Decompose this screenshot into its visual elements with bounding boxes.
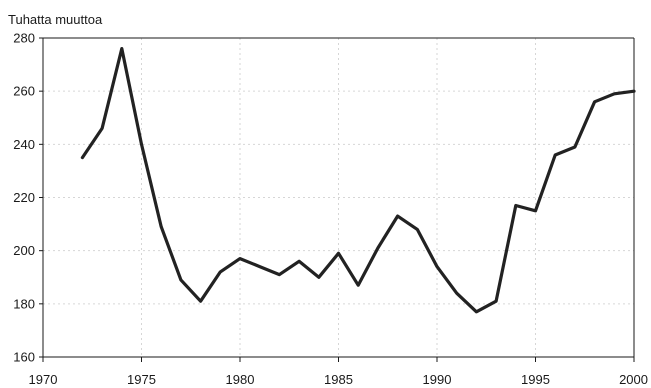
data-point-1976 bbox=[160, 225, 163, 228]
data-point-1986 bbox=[357, 284, 360, 287]
data-point-1991 bbox=[455, 292, 458, 295]
data-point-1994 bbox=[514, 204, 517, 207]
x-tick-label-1990: 1990 bbox=[423, 372, 452, 387]
data-point-1982 bbox=[278, 273, 281, 276]
y-tick-label-220: 220 bbox=[13, 190, 35, 205]
data-point-1974 bbox=[120, 47, 123, 50]
data-point-1990 bbox=[435, 265, 438, 268]
x-tick-label-1995: 1995 bbox=[521, 372, 550, 387]
data-point-1993 bbox=[495, 300, 498, 303]
y-tick-label-240: 240 bbox=[13, 137, 35, 152]
gridlines bbox=[43, 38, 634, 357]
data-point-1979 bbox=[219, 270, 222, 273]
data-point-1997 bbox=[573, 145, 576, 148]
y-axis: 160 180 200 220 240 260 280 bbox=[13, 31, 43, 365]
data-point-1985 bbox=[337, 252, 340, 255]
data-point-1989 bbox=[416, 228, 419, 231]
x-tick-label-1980: 1980 bbox=[226, 372, 255, 387]
data-point-1988 bbox=[396, 215, 399, 218]
data-point-1973 bbox=[101, 127, 104, 130]
x-tick-label-1975: 1975 bbox=[127, 372, 156, 387]
y-axis-unit-label: Tuhatta muuttoa bbox=[8, 12, 103, 27]
series-line-0 bbox=[80, 46, 636, 314]
data-point-1992 bbox=[475, 310, 478, 313]
x-tick-label-1970: 1970 bbox=[29, 372, 58, 387]
data-point-1972 bbox=[81, 156, 84, 159]
data-point-1975 bbox=[140, 143, 143, 146]
series-group bbox=[80, 46, 636, 314]
x-tick-label-1985: 1985 bbox=[324, 372, 353, 387]
data-point-1995 bbox=[534, 209, 537, 212]
data-point-1977 bbox=[179, 278, 182, 281]
data-point-1987 bbox=[376, 246, 379, 249]
y-tick-label-160: 160 bbox=[13, 350, 35, 365]
x-axis: 1970 1975 1980 1985 1990 1995 2000 bbox=[29, 357, 648, 387]
data-point-1996 bbox=[554, 153, 557, 156]
data-point-2000 bbox=[632, 90, 635, 93]
data-point-1999 bbox=[613, 92, 616, 95]
data-point-1980 bbox=[238, 257, 241, 260]
x-tick-label-2000: 2000 bbox=[619, 372, 648, 387]
data-point-1998 bbox=[593, 100, 596, 103]
y-tick-label-280: 280 bbox=[13, 31, 35, 46]
y-tick-label-260: 260 bbox=[13, 84, 35, 99]
data-point-1983 bbox=[298, 260, 301, 263]
data-point-1978 bbox=[199, 300, 202, 303]
data-point-1984 bbox=[317, 276, 320, 279]
y-tick-label-200: 200 bbox=[13, 243, 35, 258]
data-point-1981 bbox=[258, 265, 261, 268]
y-tick-label-180: 180 bbox=[13, 296, 35, 311]
